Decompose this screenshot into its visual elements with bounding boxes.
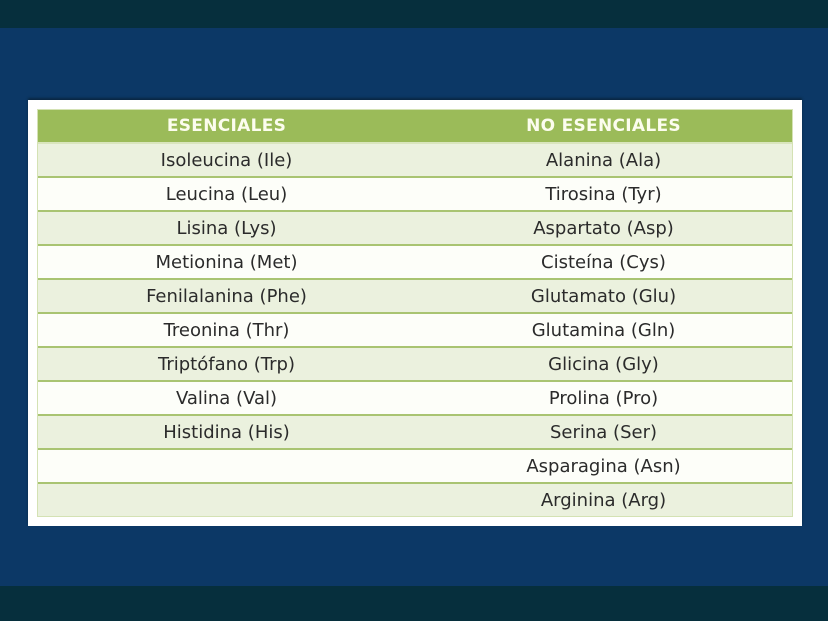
non-essential-cell: Cisteína (Cys) bbox=[541, 251, 666, 273]
table-row: Arginina (Arg) bbox=[38, 482, 792, 516]
table-row: Lisina (Lys) Aspartato (Asp) bbox=[38, 210, 792, 244]
non-essential-cell: Asparagina (Asn) bbox=[526, 455, 681, 477]
non-essential-cell: Alanina (Ala) bbox=[545, 149, 662, 171]
essential-cell: Histidina (His) bbox=[163, 421, 290, 443]
table-row: Histidina (His) Serina (Ser) bbox=[38, 414, 792, 448]
table-row: Fenilalanina (Phe) Glutamato (Glu) bbox=[38, 278, 792, 312]
non-essential-cell: Prolina (Pro) bbox=[548, 387, 659, 409]
essential-cell bbox=[38, 450, 415, 482]
non-essential-cell: Glicina (Gly) bbox=[548, 353, 659, 375]
essential-cell: Leucina (Leu) bbox=[165, 183, 288, 205]
essential-cell: Isoleucina (Ile) bbox=[160, 149, 293, 171]
essential-cell bbox=[38, 484, 415, 516]
essential-cell: Triptófano (Trp) bbox=[158, 353, 295, 375]
top-band bbox=[0, 0, 828, 28]
essential-cell: Fenilalanina (Phe) bbox=[146, 285, 307, 307]
non-essential-cell: Glutamina (Gln) bbox=[531, 319, 676, 341]
bottom-band bbox=[0, 586, 828, 621]
table-row: Asparagina (Asn) bbox=[38, 448, 792, 482]
non-essential-cell: Tirosina (Tyr) bbox=[545, 183, 662, 205]
table-row: Valina (Val) Prolina (Pro) bbox=[38, 380, 792, 414]
essential-cell: Metionina (Met) bbox=[155, 251, 298, 273]
table-frame: ESENCIALES NO ESENCIALES Isoleucina (Ile… bbox=[28, 100, 802, 526]
header-row: ESENCIALES NO ESENCIALES bbox=[38, 110, 792, 142]
column-header-no-esenciales: NO ESENCIALES bbox=[526, 116, 681, 136]
essential-cell: Valina (Val) bbox=[175, 387, 278, 409]
column-header-esenciales: ESENCIALES bbox=[166, 116, 287, 136]
non-essential-cell: Glutamato (Glu) bbox=[530, 285, 677, 307]
non-essential-cell: Serina (Ser) bbox=[549, 421, 657, 443]
essential-cell: Treonina (Thr) bbox=[163, 319, 290, 341]
table-row: Isoleucina (Ile) Alanina (Ala) bbox=[38, 142, 792, 176]
table-row: Leucina (Leu) Tirosina (Tyr) bbox=[38, 176, 792, 210]
table-row: Treonina (Thr) Glutamina (Gln) bbox=[38, 312, 792, 346]
table-row: Metionina (Met) Cisteína (Cys) bbox=[38, 244, 792, 278]
essential-cell: Lisina (Lys) bbox=[176, 217, 277, 239]
table-row: Triptófano (Trp) Glicina (Gly) bbox=[38, 346, 792, 380]
amino-acids-table: ESENCIALES NO ESENCIALES Isoleucina (Ile… bbox=[37, 109, 793, 517]
non-essential-cell: Aspartato (Asp) bbox=[533, 217, 674, 239]
non-essential-cell: Arginina (Arg) bbox=[540, 489, 667, 511]
